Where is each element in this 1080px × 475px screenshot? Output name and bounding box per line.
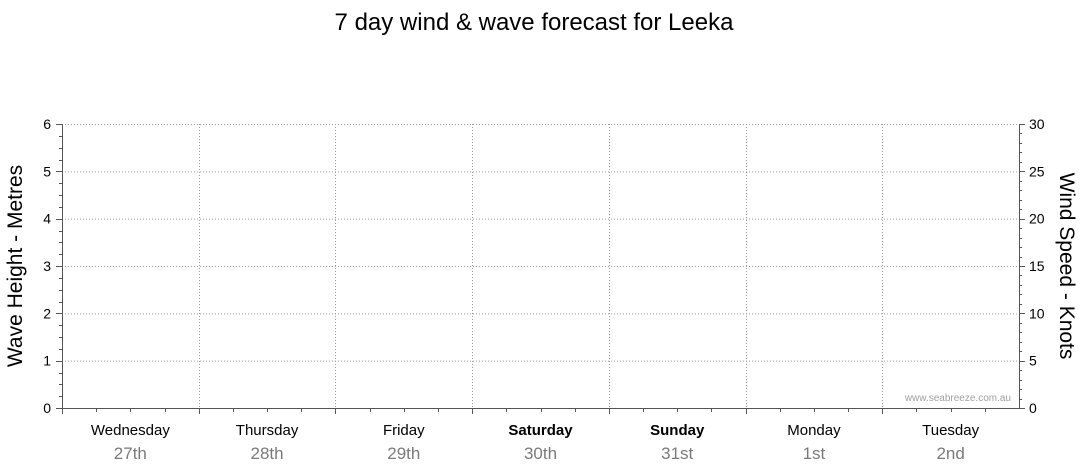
day-name-label: Thursday xyxy=(236,422,299,439)
right-tick-label: 10 xyxy=(1029,305,1045,321)
left-axis-ticks: 0 1 2 3 4 5 6 xyxy=(43,116,62,416)
right-tick-label: 15 xyxy=(1029,258,1045,274)
grid-lines xyxy=(62,124,1019,408)
right-tick-label: 25 xyxy=(1029,163,1045,179)
right-tick-label: 0 xyxy=(1029,400,1037,416)
watermark-text: www.seabreeze.com.au xyxy=(904,393,1011,404)
axes xyxy=(62,124,1020,414)
left-tick-label: 4 xyxy=(43,211,51,227)
day-name-label: Monday xyxy=(787,422,841,439)
right-tick-label: 20 xyxy=(1029,211,1045,227)
left-tick-label: 5 xyxy=(43,163,51,179)
day-date-label: 30th xyxy=(524,444,557,463)
left-tick-label: 3 xyxy=(43,258,51,274)
left-tick-label: 2 xyxy=(43,305,51,321)
left-axis-label: Wave Height - Metres xyxy=(4,165,27,367)
day-name-label: Saturday xyxy=(508,422,573,439)
day-date-label: 29th xyxy=(387,444,420,463)
day-name-label: Wednesday xyxy=(91,422,170,439)
day-date-label: 1st xyxy=(803,444,826,463)
left-tick-label: 6 xyxy=(43,116,51,132)
right-axis-label: Wind Speed - Knots xyxy=(1055,173,1078,360)
chart-title: 7 day wind & wave forecast for Leeka xyxy=(335,9,735,36)
day-name-label: Friday xyxy=(383,422,425,439)
day-labels: Wednesday 27th Thursday 28th Friday 29th Satur… xyxy=(91,422,980,463)
day-date-label: 31st xyxy=(661,444,693,463)
day-date-label: 27th xyxy=(114,444,147,463)
day-date-label: 2nd xyxy=(936,444,964,463)
day-name-label: Tuesday xyxy=(922,422,979,439)
right-axis-ticks: 0 5 10 15 20 25 30 xyxy=(1019,116,1045,416)
left-tick-label: 0 xyxy=(43,400,51,416)
right-tick-label: 30 xyxy=(1029,116,1045,132)
right-tick-label: 5 xyxy=(1029,353,1037,369)
day-date-label: 28th xyxy=(251,444,284,463)
left-tick-label: 1 xyxy=(43,353,51,369)
day-name-label: Sunday xyxy=(650,422,705,439)
